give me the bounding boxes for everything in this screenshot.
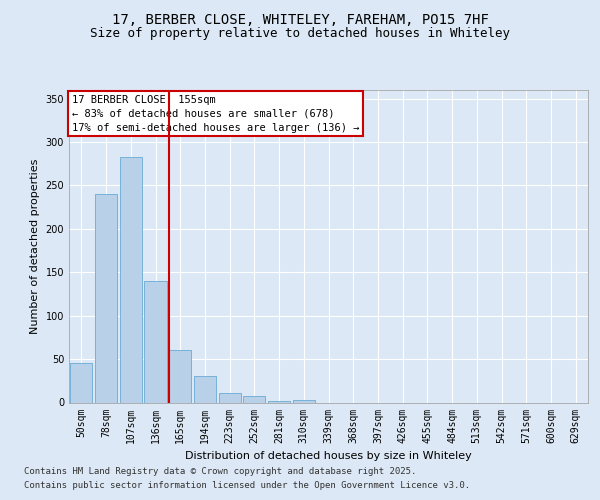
Text: Size of property relative to detached houses in Whiteley: Size of property relative to detached ho…: [90, 28, 510, 40]
Bar: [70, 364, 92, 403]
Text: Contains HM Land Registry data © Crown copyright and database right 2025.: Contains HM Land Registry data © Crown c…: [24, 468, 416, 476]
Bar: [218, 393, 241, 402]
Text: 17, BERBER CLOSE, WHITELEY, FAREHAM, PO15 7HF: 17, BERBER CLOSE, WHITELEY, FAREHAM, PO1…: [112, 12, 488, 26]
Bar: [95, 194, 117, 402]
Bar: [194, 376, 216, 402]
Bar: [119, 157, 142, 402]
Bar: [145, 281, 167, 402]
X-axis label: Distribution of detached houses by size in Whiteley: Distribution of detached houses by size …: [185, 451, 472, 461]
Bar: [268, 401, 290, 402]
Text: Contains public sector information licensed under the Open Government Licence v3: Contains public sector information licen…: [24, 481, 470, 490]
Bar: [293, 400, 315, 402]
Bar: [169, 350, 191, 403]
Text: 17 BERBER CLOSE: 155sqm
← 83% of detached houses are smaller (678)
17% of semi-d: 17 BERBER CLOSE: 155sqm ← 83% of detache…: [71, 94, 359, 132]
Y-axis label: Number of detached properties: Number of detached properties: [30, 158, 40, 334]
Bar: [243, 396, 265, 402]
